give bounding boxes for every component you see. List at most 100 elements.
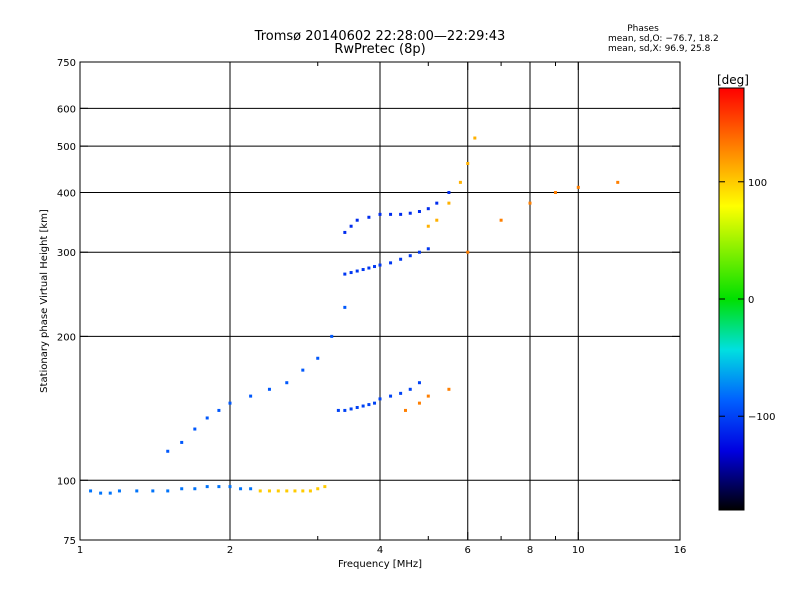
data-point (499, 218, 503, 222)
data-point (378, 397, 382, 401)
data-point (378, 263, 382, 267)
data-point (408, 387, 412, 391)
data-point (553, 190, 557, 194)
data-point (258, 489, 262, 493)
data-point (349, 271, 353, 275)
data-point (361, 268, 365, 272)
data-point (389, 394, 393, 398)
data-point (367, 215, 371, 219)
data-point (447, 387, 451, 391)
axis-ticks (79, 61, 681, 541)
x-tick-label: 16 (674, 545, 687, 556)
data-point (205, 416, 209, 420)
data-point (166, 449, 170, 453)
gridlines (80, 62, 680, 540)
data-point (89, 489, 93, 493)
y-axis-label: Stationary phase Virtual Height [km] (39, 209, 50, 393)
data-point (447, 190, 451, 194)
data-point (343, 230, 347, 234)
data-point (447, 201, 451, 205)
x-tick-label: 10 (572, 545, 585, 556)
data-point (205, 485, 209, 489)
data-point (293, 489, 297, 493)
phases-x-line: mean, sd,X: 96.9, 25.8 (608, 44, 711, 54)
data-point (473, 136, 477, 140)
y-tick-label: 200 (57, 332, 76, 343)
data-point (528, 201, 532, 205)
data-point (417, 401, 421, 405)
data-point (426, 207, 430, 211)
y-tick-label: 500 (57, 142, 76, 153)
data-point (193, 427, 197, 431)
data-point (336, 408, 340, 412)
data-point (276, 489, 280, 493)
data-point (349, 407, 353, 411)
data-point (426, 224, 430, 228)
data-point (355, 405, 359, 409)
x-tick-labels: 1 2 4 6 8 10 16 (77, 545, 687, 556)
chart-subtitle: RwPretec (8p) (334, 42, 425, 57)
data-point (343, 305, 347, 309)
data-point (399, 257, 403, 261)
chart-title: Tromsø 20140602 22:28:00—22:29:43 (254, 29, 506, 44)
data-point (151, 489, 155, 493)
data-point (301, 489, 305, 493)
colorbar-ticks: 100 0 −100 (719, 178, 775, 423)
y-tick-label: 75 (63, 536, 76, 547)
colorbar-tick-label: 100 (748, 178, 767, 189)
data-point (426, 247, 430, 251)
data-point (330, 334, 334, 338)
x-tick-label: 1 (77, 545, 83, 556)
data-point (355, 218, 359, 222)
data-point (466, 250, 470, 254)
x-tick-label: 6 (465, 545, 471, 556)
data-point (355, 269, 359, 273)
data-point (316, 356, 320, 360)
colorbar-tick-label: 0 (748, 295, 754, 306)
data-points (89, 136, 620, 495)
data-point (228, 485, 232, 489)
data-point (367, 266, 371, 270)
data-point (239, 487, 243, 491)
data-point (285, 489, 289, 493)
x-tick-label: 8 (527, 545, 533, 556)
data-point (343, 408, 347, 412)
data-point (435, 201, 439, 205)
data-point (466, 161, 470, 165)
data-point (408, 211, 412, 215)
data-point (417, 381, 421, 385)
data-point (399, 391, 403, 395)
data-point (108, 491, 112, 495)
data-point (367, 403, 371, 407)
colorbar-tick-label: −100 (748, 412, 775, 423)
data-point (99, 491, 103, 495)
data-point (426, 394, 430, 398)
x-axis-label: Frequency [MHz] (338, 559, 422, 570)
data-point (316, 487, 320, 491)
data-point (576, 185, 580, 189)
data-point (343, 272, 347, 276)
phases-o-line: mean, sd,O: −76.7, 18.2 (608, 34, 719, 44)
y-tick-labels: 75 100 200 300 400 500 600 750 (57, 58, 76, 547)
data-point (117, 489, 121, 493)
data-point (378, 212, 382, 216)
data-point (389, 261, 393, 265)
data-point (399, 212, 403, 216)
y-tick-label: 100 (57, 476, 76, 487)
data-point (249, 487, 253, 491)
data-point (323, 485, 327, 489)
y-tick-label: 750 (57, 58, 76, 69)
data-point (267, 489, 271, 493)
x-tick-label: 4 (377, 545, 383, 556)
data-point (166, 489, 170, 493)
y-tick-label: 400 (57, 188, 76, 199)
data-point (217, 408, 221, 412)
colorbar-label: [deg] (717, 73, 749, 87)
data-point (458, 180, 462, 184)
data-point (389, 212, 393, 216)
phases-title: Phases (627, 24, 659, 34)
data-point (435, 218, 439, 222)
data-point (616, 180, 620, 184)
y-tick-label: 600 (57, 104, 76, 115)
